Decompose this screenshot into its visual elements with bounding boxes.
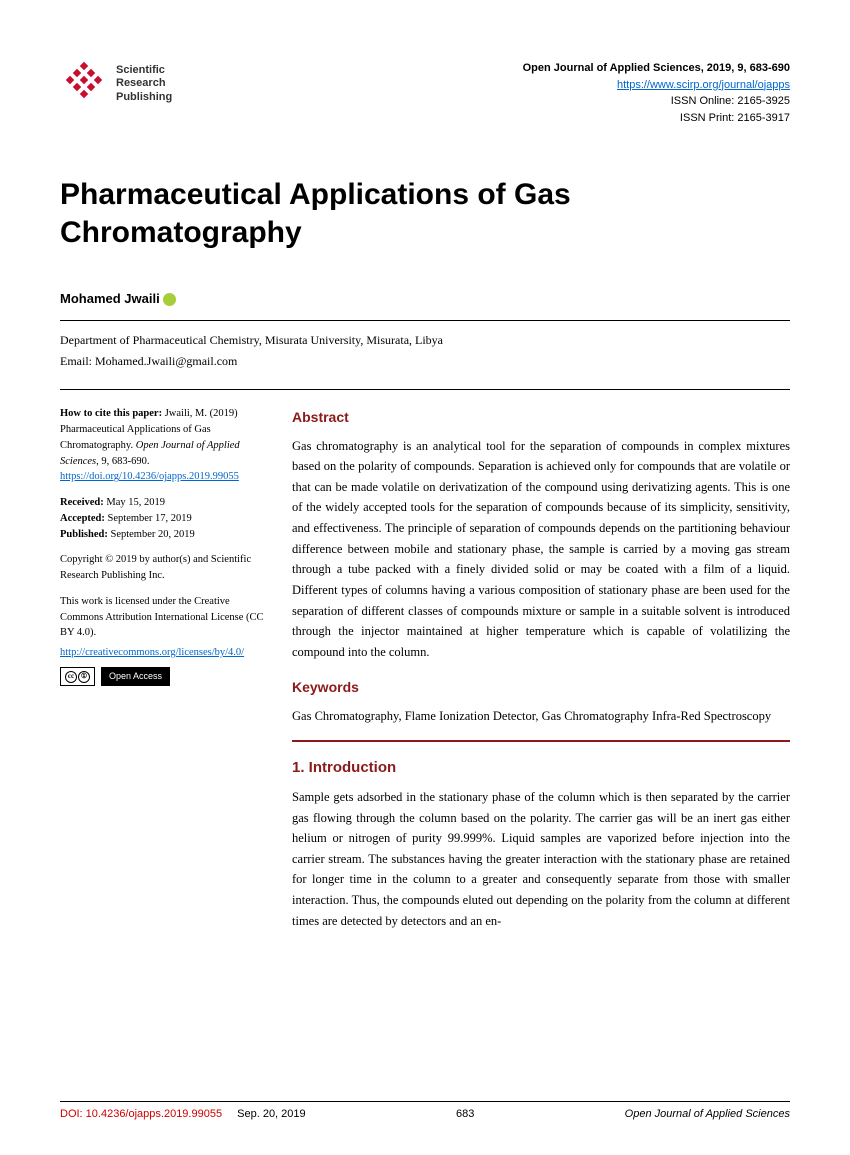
footer-journal: Open Journal of Applied Sciences <box>625 1108 790 1120</box>
keywords-heading: Keywords <box>292 676 790 699</box>
logo-line-3: Publishing <box>116 91 172 104</box>
author-email: Email: Mohamed.Jwaili@gmail.com <box>60 352 790 371</box>
by-icon: ① <box>78 671 90 683</box>
footer-doi: DOI: 10.4236/ojapps.2019.99055 <box>60 1108 222 1120</box>
logo-line-2: Research <box>116 77 172 90</box>
accepted-date: September 17, 2019 <box>105 513 192 524</box>
logo-line-1: Scientific <box>116 64 172 77</box>
page-header: Scientific Research Publishing Open Jour… <box>60 60 790 126</box>
footer-left: DOI: 10.4236/ojapps.2019.99055 Sep. 20, … <box>60 1108 306 1120</box>
dates-block: Received: May 15, 2019 Accepted: Septemb… <box>60 495 270 542</box>
howto-label: How to cite this paper: <box>60 408 162 419</box>
journal-info: Open Journal of Applied Sciences, 2019, … <box>523 60 790 126</box>
main-content: How to cite this paper: Jwaili, M. (2019… <box>60 406 790 939</box>
keywords-text: Gas Chromatography, Flame Ionization Det… <box>292 706 790 727</box>
footer-date: Sep. 20, 2019 <box>237 1108 306 1120</box>
intro-text: Sample gets adsorbed in the stationary p… <box>292 787 790 931</box>
footer-page: 683 <box>456 1108 474 1120</box>
page-footer: DOI: 10.4236/ojapps.2019.99055 Sep. 20, … <box>60 1101 790 1120</box>
doi-link[interactable]: https://doi.org/10.4236/ojapps.2019.9905… <box>60 471 239 482</box>
publisher-logo: Scientific Research Publishing <box>60 60 172 108</box>
published-date: September 20, 2019 <box>108 529 195 540</box>
cc-icon: cc <box>65 671 77 683</box>
howto-volpages: , 9, 683-690. <box>96 456 149 467</box>
article-body: Abstract Gas chromatography is an analyt… <box>292 406 790 939</box>
abstract-text: Gas chromatography is an analytical tool… <box>292 436 790 663</box>
author-line: Mohamed Jwaili <box>60 291 790 306</box>
accepted-label: Accepted: <box>60 513 105 524</box>
open-access-badge: Open Access <box>101 667 170 687</box>
divider-top <box>60 320 790 321</box>
issn-print: ISSN Print: 2165-3917 <box>523 110 790 127</box>
abstract-heading: Abstract <box>292 406 790 429</box>
journal-citation: Open Journal of Applied Sciences, 2019, … <box>523 60 790 77</box>
intro-heading: 1. Introduction <box>292 756 790 781</box>
citation-sidebar: How to cite this paper: Jwaili, M. (2019… <box>60 406 270 939</box>
license-link[interactable]: http://creativecommons.org/licenses/by/4… <box>60 647 244 658</box>
cc-by-icon: cc ① <box>60 667 95 687</box>
divider-mid <box>60 389 790 390</box>
orcid-icon[interactable] <box>163 293 176 306</box>
received-label: Received: <box>60 497 104 508</box>
issn-online: ISSN Online: 2165-3925 <box>523 93 790 110</box>
affiliation: Department of Pharmaceutical Chemistry, … <box>60 331 790 350</box>
author-name: Mohamed Jwaili <box>60 291 160 306</box>
copyright-text: Copyright © 2019 by author(s) and Scient… <box>60 552 270 584</box>
divider-red <box>292 740 790 742</box>
license-badges: cc ① Open Access <box>60 667 270 687</box>
published-label: Published: <box>60 529 108 540</box>
paper-title: Pharmaceutical Applications of Gas Chrom… <box>60 176 790 251</box>
license-text: This work is licensed under the Creative… <box>60 594 270 641</box>
journal-url-link[interactable]: https://www.scirp.org/journal/ojapps <box>617 79 790 91</box>
publisher-name: Scientific Research Publishing <box>116 64 172 104</box>
how-to-cite: How to cite this paper: Jwaili, M. (2019… <box>60 406 270 485</box>
received-date: May 15, 2019 <box>104 497 165 508</box>
logo-icon <box>60 60 108 108</box>
